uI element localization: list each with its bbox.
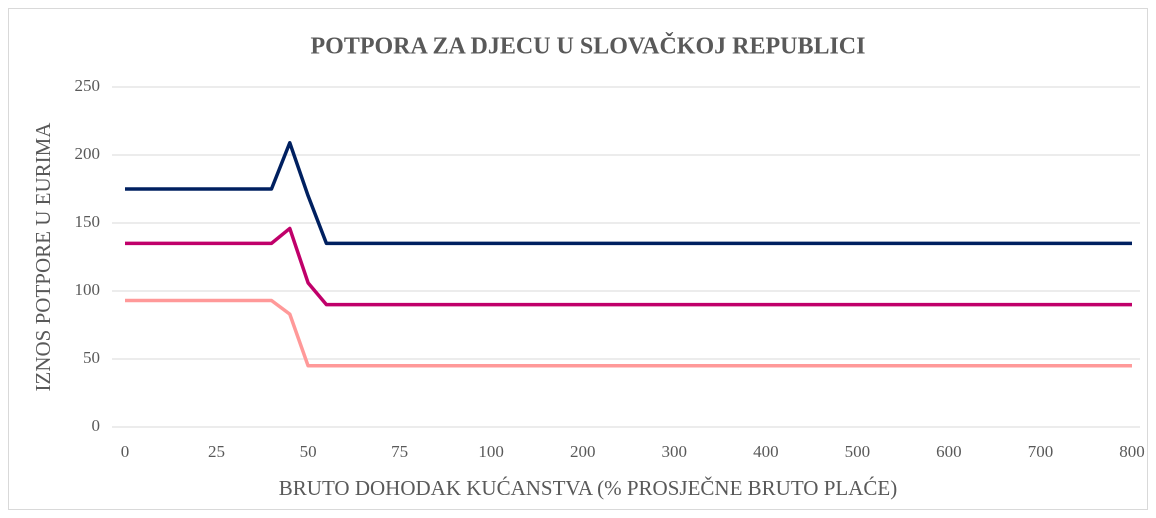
y-tick-label: 100	[75, 280, 101, 299]
y-tick-label: 150	[75, 212, 101, 231]
x-tick-label: 200	[570, 442, 596, 461]
x-tick-label: 0	[121, 442, 130, 461]
x-tick-label: 75	[391, 442, 408, 461]
x-tick-label: 600	[936, 442, 962, 461]
x-tick-label: 800	[1119, 442, 1145, 461]
data-line	[125, 226, 1132, 307]
data-line	[125, 141, 1132, 246]
y-tick-label: 250	[75, 76, 101, 95]
y-tick-label: 50	[83, 348, 100, 367]
y-axis-title: IZNOS POTPORE U EURIMA	[31, 122, 55, 392]
x-tick-label: 50	[300, 442, 317, 461]
x-tick-label: 500	[845, 442, 871, 461]
x-tick-label: 400	[753, 442, 779, 461]
x-axis-title: BRUTO DOHODAK KUĆANSTVA (% PROSJEČNE BRU…	[279, 476, 897, 500]
y-tick-label: 200	[75, 144, 101, 163]
x-tick-label: 25	[208, 442, 225, 461]
x-tick-label: 100	[478, 442, 504, 461]
y-tick-label: 0	[92, 416, 101, 435]
data-line	[125, 298, 1132, 368]
chart-frame	[8, 8, 1148, 510]
x-tick-label: 300	[662, 442, 688, 461]
x-tick-label: 700	[1028, 442, 1054, 461]
chart-title: POTPORA ZA DJECU U SLOVAČKOJ REPUBLICI	[311, 33, 866, 60]
